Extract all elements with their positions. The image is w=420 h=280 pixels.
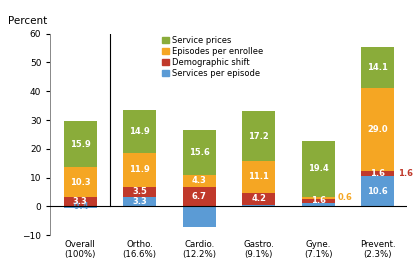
Text: 10.3: 10.3 [70, 178, 90, 186]
Bar [123, 153, 156, 187]
Text: 3.3: 3.3 [73, 197, 87, 206]
Bar [302, 141, 334, 197]
Text: 1.6: 1.6 [311, 197, 326, 206]
Text: 11.1: 11.1 [248, 172, 269, 181]
Text: 4.2: 4.2 [251, 194, 266, 203]
Bar [302, 197, 334, 199]
Bar [123, 197, 156, 206]
Bar [183, 130, 215, 175]
Bar [183, 187, 215, 206]
Bar [302, 199, 334, 203]
Bar [64, 122, 97, 167]
Bar [242, 205, 275, 206]
Text: 15.6: 15.6 [189, 148, 210, 157]
Text: 17.2: 17.2 [248, 132, 269, 141]
Text: 14.9: 14.9 [129, 127, 150, 136]
Text: 11.9: 11.9 [129, 165, 150, 174]
Text: -7.2: -7.2 [190, 212, 208, 221]
Bar [361, 176, 394, 206]
Text: 6.7: 6.7 [192, 192, 207, 201]
Bar [242, 111, 275, 161]
Text: 0.6: 0.6 [338, 193, 353, 202]
Bar [183, 206, 215, 227]
Bar [242, 161, 275, 193]
Text: 10.6: 10.6 [367, 187, 388, 196]
Bar [302, 203, 334, 206]
Text: 4.3: 4.3 [192, 176, 207, 185]
Text: 19.4: 19.4 [308, 164, 328, 173]
Bar [123, 110, 156, 153]
Text: 1.6: 1.6 [370, 169, 385, 178]
Text: 14.1: 14.1 [367, 63, 388, 72]
Bar [242, 193, 275, 205]
Bar [361, 88, 394, 171]
Bar [361, 171, 394, 176]
Bar [123, 187, 156, 197]
Bar [64, 167, 97, 197]
Text: 3.3: 3.3 [132, 197, 147, 206]
Text: 3.5: 3.5 [132, 187, 147, 196]
Legend: Service prices, Episodes per enrollee, Demographic shift, Services per episode: Service prices, Episodes per enrollee, D… [162, 36, 264, 78]
Text: -0.4: -0.4 [71, 202, 89, 211]
Text: 15.9: 15.9 [70, 140, 91, 149]
Bar [361, 47, 394, 88]
Bar [64, 197, 97, 206]
Text: 1.6: 1.6 [398, 169, 412, 178]
Bar [183, 175, 215, 187]
Text: Percent: Percent [8, 15, 47, 25]
Text: 29.0: 29.0 [368, 125, 388, 134]
Bar [64, 206, 97, 207]
